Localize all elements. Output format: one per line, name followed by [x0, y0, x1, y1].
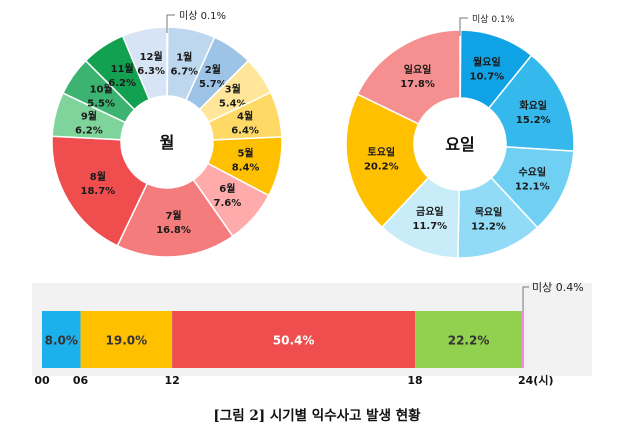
bar-unknown-label: 미상 0.4% — [532, 281, 584, 294]
month-slice-label-6: 6월 — [219, 183, 235, 195]
weekday-slice-label-5: 금요일 — [416, 205, 444, 218]
bar-segment-unknown — [522, 311, 524, 368]
month-slice-label-1: 1월 — [176, 51, 192, 63]
bar-tick-label-4: 18 — [407, 374, 422, 387]
weekday-slice-7 — [356, 29, 461, 125]
weekday-slice-value-5: 11.7% — [412, 221, 447, 232]
weekday-slice-value-1: 10.7% — [470, 72, 505, 83]
weekday-slice-value-6: 20.2% — [364, 161, 399, 172]
bar-segment-3 — [172, 311, 416, 368]
month-slice-value-9: 6.2% — [75, 125, 103, 136]
bar-segment-2 — [80, 311, 173, 368]
weekday-unknown-label: 미상 0.1% — [472, 14, 515, 25]
weekday-slice-6 — [345, 93, 430, 229]
weekday-slice-label-6: 토요일 — [368, 145, 396, 158]
month-slice-value-5: 8.4% — [232, 163, 260, 174]
month-slice-label-10: 10월 — [90, 84, 113, 96]
bar-tick-label-3: 12 — [164, 374, 179, 387]
bar-segment-1 — [42, 311, 81, 368]
weekday-slice-label-3: 수요일 — [518, 165, 546, 178]
hour-stacked-bar-chart: 8.0% 19.0% 50.4% 22.2% 미상 0.4% 00 06 12 18 24(시) — [32, 281, 592, 387]
bar-segment-value-1: 8.0% — [45, 334, 78, 348]
month-slice-label-9: 9월 — [81, 110, 97, 122]
weekday-slice-value-3: 12.1% — [515, 181, 550, 192]
weekday-slice-label-1: 월요일 — [473, 56, 501, 69]
month-slice-8 — [51, 135, 149, 247]
weekday-slice-label-2: 화요일 — [519, 99, 547, 112]
month-slice-label-5: 5월 — [237, 148, 253, 160]
month-slice-label-4: 4월 — [237, 110, 253, 122]
month-slice-value-4: 6.4% — [231, 125, 259, 136]
figure-caption: [그림 2] 시기별 익수사고 발생 현황 — [213, 408, 421, 424]
weekday-slice-value-4: 12.2% — [471, 222, 506, 233]
month-donut-chart: 1월 6.7% 2월 5.7%3월 5.4%4월 6.4% 5월 8.4% 6월 7.6% 7월 16… — [51, 10, 283, 258]
bar-segment-value-2: 19.0% — [106, 334, 148, 348]
weekday-slice-label-4: 목요일 — [475, 206, 503, 219]
month-slice-7 — [116, 178, 234, 258]
bar-segment-value-4: 22.2% — [448, 334, 490, 348]
month-slice-label-7: 7월 — [165, 210, 181, 222]
month-slice-value-12: 6.3% — [137, 66, 165, 77]
month-center-label: 월 — [160, 133, 175, 152]
month-slice-label-8: 8월 — [90, 171, 106, 183]
month-slice-label-2: 2월 — [205, 64, 221, 76]
month-slice-value-8: 18.7% — [80, 186, 115, 197]
month-slice-value-6: 7.6% — [214, 198, 242, 209]
weekday-donut-chart: 월요일 10.7% 화요일 15.2% 수요일 12.1% 목요일 12.2% 금요일 11.7%… — [345, 14, 575, 259]
month-slice-value-7: 16.8% — [156, 225, 191, 236]
month-slice-value-2: 5.7% — [199, 79, 227, 90]
bar-segment-4 — [415, 311, 523, 368]
month-slice-label-12: 12월 — [140, 51, 163, 63]
bar-segment-value-3: 50.4% — [273, 334, 315, 348]
month-slice-label-11: 11월 — [111, 63, 134, 75]
bar-tick-label-2: 06 — [73, 374, 89, 387]
month-slice-value-11: 6.2% — [108, 78, 136, 89]
month-unknown-leader — [166, 14, 175, 33]
month-slice-label-3: 3월 — [225, 84, 241, 96]
bar-tick-label-1: 00 — [34, 374, 50, 387]
bar-unknown-leader — [522, 286, 530, 311]
weekday-unknown-leader — [459, 17, 468, 36]
weekday-slice-value-7: 17.8% — [400, 79, 435, 90]
weekday-slice-label-7: 일요일 — [404, 63, 432, 76]
bar-tick-label-5: 24(시) — [518, 374, 553, 387]
weekday-center-label: 요일 — [445, 135, 474, 154]
month-slice-value-10: 5.5% — [87, 99, 115, 110]
month-slice-value-1: 6.7% — [170, 66, 198, 77]
weekday-slice-value-2: 15.2% — [516, 115, 551, 126]
month-unknown-label: 미상 0.1% — [179, 10, 226, 22]
weekday-slice-2 — [487, 54, 575, 152]
month-slice-value-3: 5.4% — [219, 99, 247, 110]
